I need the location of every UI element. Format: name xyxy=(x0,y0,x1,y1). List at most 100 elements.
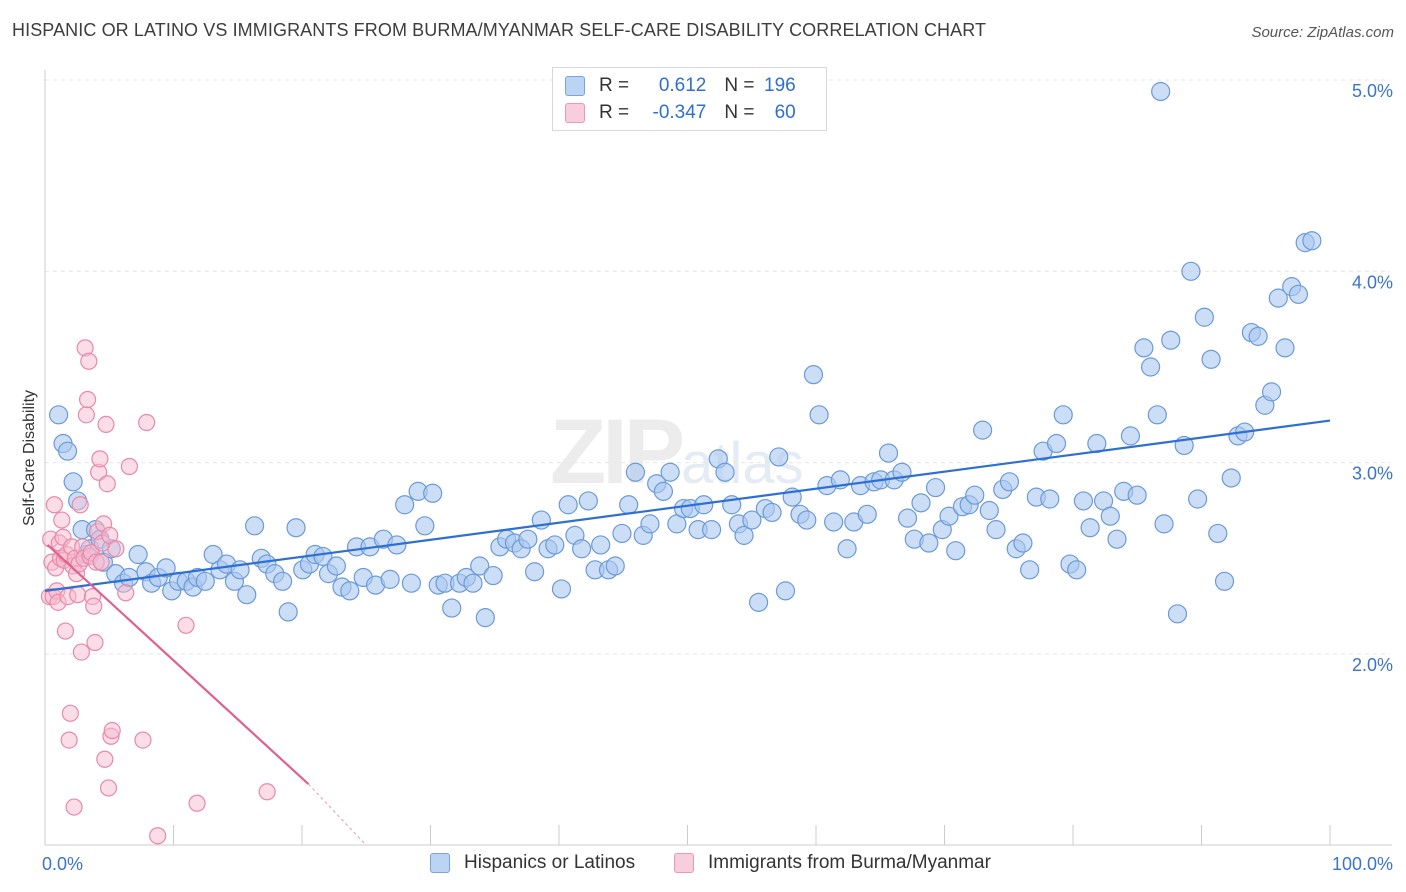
point-hispanic xyxy=(572,539,592,559)
point-hispanic xyxy=(605,556,625,576)
point-hispanic xyxy=(1221,468,1241,488)
point-hispanic xyxy=(1140,357,1161,377)
point-hispanic xyxy=(939,506,959,526)
y-tick-label: 2.0% xyxy=(1352,655,1393,675)
y-tick-label: 4.0% xyxy=(1352,272,1393,292)
point-hispanic xyxy=(340,581,360,601)
stats-n-value: 196 xyxy=(764,75,796,96)
point-burma xyxy=(71,496,89,514)
point-hispanic xyxy=(119,567,139,588)
point-burma xyxy=(120,457,139,476)
legend-item-burma[interactable]: Immigrants from Burma/Myanmar xyxy=(674,852,991,874)
stats-n-label: N = xyxy=(724,75,760,96)
point-burma xyxy=(97,415,115,433)
point-hispanic xyxy=(1013,533,1033,553)
stats-box: R = 0.612 N = 196 R = -0.347 N = 60 xyxy=(552,67,827,131)
point-burma xyxy=(99,779,118,797)
y-axis-label: Self-Care Disability xyxy=(21,389,38,527)
point-hispanic xyxy=(1067,560,1087,580)
point-burma xyxy=(61,704,79,722)
point-burma xyxy=(107,540,125,558)
point-hispanic xyxy=(475,608,495,628)
point-hispanic xyxy=(1181,261,1201,281)
point-hispanic xyxy=(483,565,503,586)
point-burma xyxy=(60,731,78,749)
point-burma xyxy=(117,584,135,602)
point-hispanic xyxy=(1151,81,1171,102)
point-burma xyxy=(149,827,167,845)
stats-n-label: N = xyxy=(724,102,760,123)
point-hispanic xyxy=(653,481,674,501)
point-burma xyxy=(177,616,195,634)
point-burma xyxy=(92,553,110,571)
point-hispanic xyxy=(463,573,483,593)
point-hispanic xyxy=(925,477,946,498)
point-hispanic xyxy=(470,556,490,576)
point-burma xyxy=(72,643,91,661)
stats-r-value: 0.612 xyxy=(658,75,707,96)
point-burma xyxy=(85,597,103,615)
point-hispanic xyxy=(1208,523,1228,544)
point-hispanic xyxy=(612,523,632,544)
point-hispanic xyxy=(1073,491,1094,511)
legend-label: Immigrants from Burma/Myanmar xyxy=(708,852,991,873)
point-burma xyxy=(69,586,87,604)
point-hispanic xyxy=(1214,571,1235,591)
point-hispanic xyxy=(578,491,598,511)
stats-n-value: 60 xyxy=(774,102,796,123)
point-hispanic xyxy=(986,520,1006,540)
point-hispanic xyxy=(401,573,421,593)
point-hispanic xyxy=(415,516,435,536)
source-label: Source: ZipAtlas.com xyxy=(1251,24,1394,41)
point-hispanic xyxy=(326,556,346,576)
point-hispanic xyxy=(769,447,789,467)
point-hispanic xyxy=(442,598,462,618)
point-hispanic xyxy=(156,558,176,578)
point-burma xyxy=(78,390,97,409)
legend-label: Hispanics or Latinos xyxy=(464,852,636,873)
point-hispanic xyxy=(972,420,993,440)
point-burma xyxy=(91,450,109,468)
legend-swatch-blue xyxy=(430,853,450,873)
point-hispanic xyxy=(701,520,722,540)
point-hispanic xyxy=(809,405,829,425)
point-hispanic xyxy=(640,514,660,534)
point-hispanic xyxy=(313,546,333,567)
point-burma xyxy=(86,633,104,652)
point-hispanic xyxy=(965,485,985,505)
chart-title: HISPANIC OR LATINO VS IMMIGRANTS FROM BU… xyxy=(12,20,987,40)
y-tick-label: 5.0% xyxy=(1352,81,1393,101)
point-hispanic xyxy=(1020,560,1040,580)
stats-swatch-blue xyxy=(565,76,585,96)
point-hispanic xyxy=(1201,349,1221,369)
point-hispanic xyxy=(1194,307,1214,327)
legend: Hispanics or Latinos Immigrants from Bur… xyxy=(0,852,1406,878)
point-hispanic xyxy=(734,525,754,545)
point-burma xyxy=(188,794,206,812)
point-hispanic xyxy=(128,544,148,565)
point-hispanic xyxy=(545,535,565,555)
point-hispanic xyxy=(1053,405,1073,425)
point-burma xyxy=(103,721,121,740)
stats-row-burma: R = -0.347 N = 60 xyxy=(565,100,796,126)
point-hispanic xyxy=(1268,288,1288,308)
point-hispanic xyxy=(1161,330,1181,350)
point-hispanic xyxy=(1107,529,1127,549)
x-tick-label: 0.0% xyxy=(42,854,83,874)
point-hispanic xyxy=(380,569,400,589)
point-hispanic xyxy=(775,581,796,601)
stats-row-hispanic: R = 0.612 N = 196 xyxy=(565,73,796,99)
stats-r-label: R = xyxy=(599,75,635,96)
point-hispanic xyxy=(660,462,680,482)
point-burma xyxy=(134,731,152,749)
point-hispanic xyxy=(1147,405,1167,425)
point-hispanic xyxy=(979,500,999,521)
point-hispanic xyxy=(762,502,782,523)
point-hispanic xyxy=(748,592,769,612)
legend-item-hispanic[interactable]: Hispanics or Latinos xyxy=(430,852,635,874)
trendline-burma xyxy=(46,544,310,785)
point-burma xyxy=(45,496,63,514)
point-hispanic xyxy=(1275,338,1295,358)
point-hispanic xyxy=(245,516,265,536)
